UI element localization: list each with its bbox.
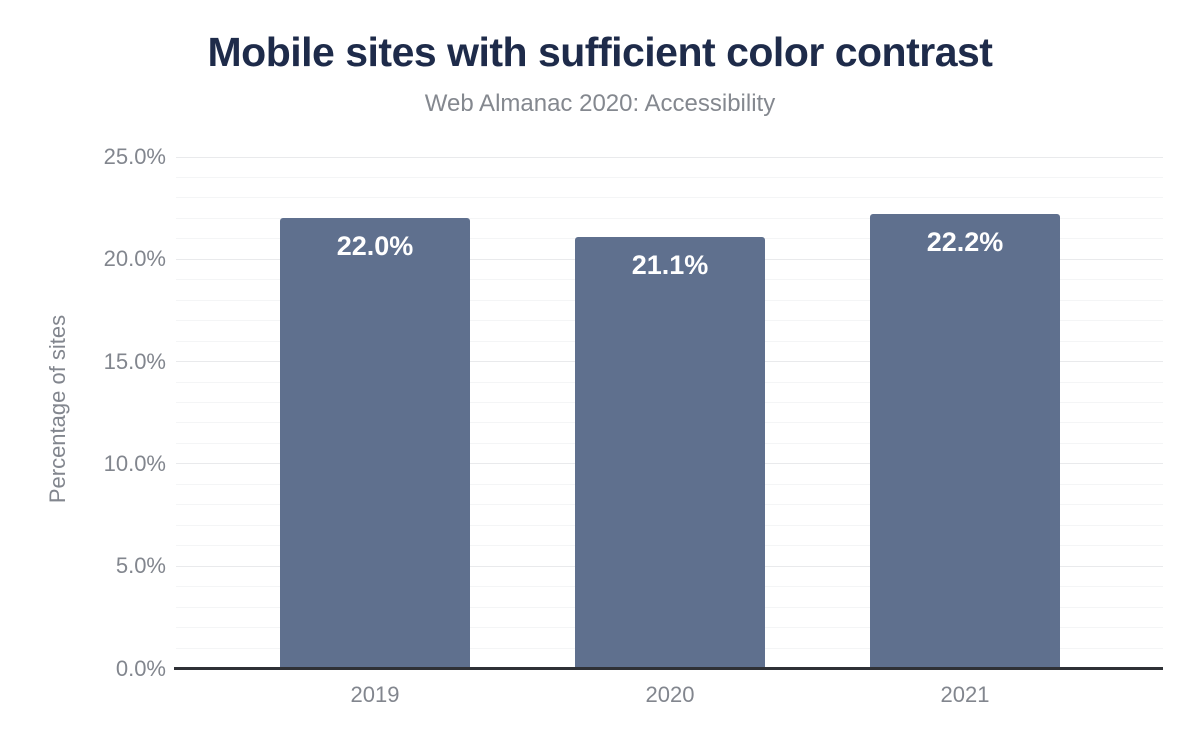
bar-2019 <box>280 218 470 669</box>
y-gridline-minor <box>176 176 1163 178</box>
x-tick-label: 2019 <box>350 682 400 707</box>
y-tick-label: 15.0% <box>103 348 166 374</box>
y-tick-label: 10.0% <box>103 450 166 476</box>
chart-title: Mobile sites with sufficient color contr… <box>207 29 993 75</box>
bar-value-label: 22.0% <box>336 231 414 262</box>
bar-2021 <box>870 214 1060 669</box>
bar-value-label: 22.2% <box>926 227 1004 258</box>
y-tick-label: 5.0% <box>115 553 166 579</box>
y-gridline-major <box>176 156 1163 158</box>
x-tick-label: 2021 <box>940 682 990 707</box>
x-tick-label: 2020 <box>645 682 695 707</box>
y-gridline-minor <box>176 217 1163 219</box>
y-tick-label: 20.0% <box>103 246 166 272</box>
y-tick-label: 0.0% <box>115 655 166 681</box>
y-tick-label: 25.0% <box>103 144 166 169</box>
bar-2020 <box>575 236 765 669</box>
bar-value-label: 21.1% <box>631 249 709 280</box>
x-axis-line <box>174 667 1163 670</box>
chart-subtitle: Web Almanac 2020: Accessibility <box>424 90 776 117</box>
y-gridline-minor <box>176 197 1163 199</box>
